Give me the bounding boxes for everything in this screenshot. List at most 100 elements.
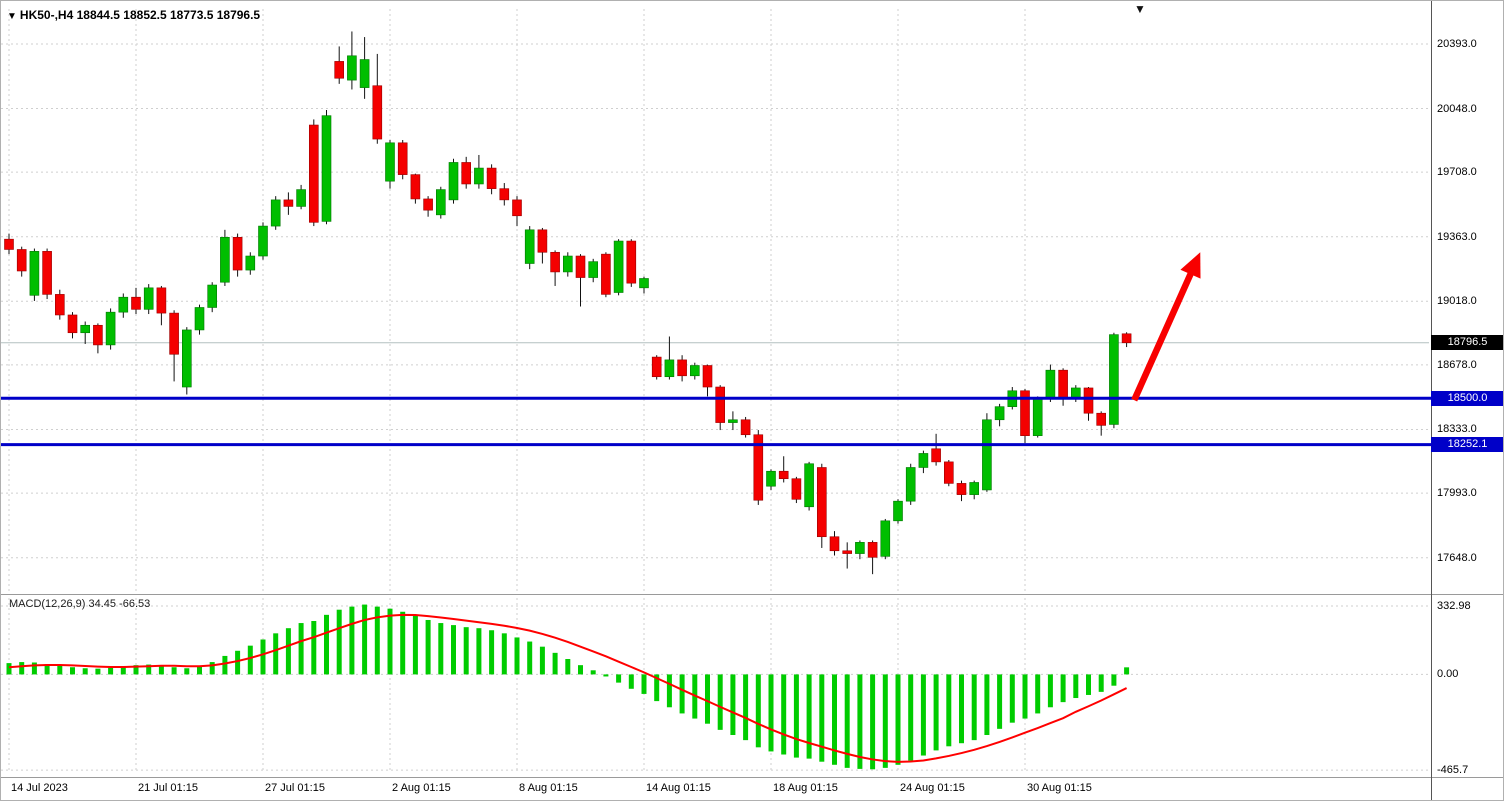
macd-bar bbox=[730, 674, 736, 736]
candle-body bbox=[1071, 387, 1081, 399]
date-tick-label: 14 Aug 01:15 bbox=[646, 782, 711, 794]
candle-body bbox=[956, 483, 967, 495]
macd-bar bbox=[197, 666, 202, 675]
candle-body bbox=[54, 294, 65, 316]
macd-bar bbox=[844, 674, 850, 768]
macd-bar bbox=[285, 628, 291, 675]
macd-bar bbox=[209, 662, 215, 675]
macd-bar bbox=[362, 604, 368, 675]
macd-bar bbox=[70, 667, 75, 675]
candle-body bbox=[4, 238, 14, 250]
macd-bar bbox=[1009, 674, 1015, 723]
candle-body bbox=[42, 251, 52, 295]
macd-bar bbox=[997, 674, 1003, 729]
macd-bar bbox=[1111, 674, 1117, 686]
candle-body bbox=[1109, 334, 1119, 425]
candle-body bbox=[829, 536, 840, 552]
macd-bar bbox=[146, 664, 152, 675]
candle-body bbox=[448, 162, 459, 201]
macd-bar bbox=[400, 611, 406, 675]
price-tick-label: 18333.0 bbox=[1437, 423, 1477, 436]
macd-bar bbox=[489, 630, 495, 675]
macd-bar bbox=[717, 674, 723, 730]
macd-bar bbox=[108, 667, 114, 675]
candle-body bbox=[385, 142, 395, 182]
macd-bar bbox=[908, 674, 914, 761]
date-tick-label: 14 Jul 2023 bbox=[11, 782, 68, 794]
macd-bar bbox=[82, 668, 88, 675]
candle-body bbox=[220, 237, 230, 283]
candle-body bbox=[728, 419, 738, 423]
macd-bar bbox=[6, 663, 12, 675]
macd-bar bbox=[184, 668, 190, 675]
candle-body bbox=[664, 359, 675, 378]
candle-body bbox=[182, 329, 192, 388]
candle-body bbox=[969, 482, 980, 495]
macd-bar bbox=[870, 674, 876, 770]
macd-bar bbox=[1086, 674, 1091, 695]
macd-bar bbox=[171, 667, 177, 675]
price-tick-label: 19363.0 bbox=[1437, 230, 1477, 243]
down-triangle-marker-icon[interactable]: ▼ bbox=[1134, 2, 1146, 16]
macd-bar bbox=[565, 659, 571, 675]
candle-body bbox=[740, 419, 751, 436]
candle-body bbox=[270, 199, 281, 227]
candle-body bbox=[537, 229, 548, 253]
candle-body bbox=[1020, 390, 1030, 436]
macd-bar bbox=[476, 628, 482, 675]
candle-body bbox=[16, 249, 27, 272]
candle-body bbox=[1121, 333, 1132, 344]
macd-bar bbox=[349, 606, 355, 675]
candle-body bbox=[80, 324, 90, 334]
candle-body bbox=[308, 124, 319, 223]
macd-bar bbox=[641, 674, 647, 694]
candle-body bbox=[283, 199, 294, 207]
macd-bar bbox=[743, 674, 749, 741]
macd-bar bbox=[273, 633, 279, 675]
macd-bar bbox=[705, 674, 710, 724]
candle-body bbox=[105, 311, 116, 346]
macd-tick-label: 332.98 bbox=[1437, 600, 1471, 612]
macd-bar bbox=[552, 652, 558, 675]
candle-body bbox=[651, 356, 662, 378]
candle-body bbox=[994, 406, 1005, 421]
candle-body bbox=[194, 307, 205, 331]
macd-bar bbox=[832, 674, 837, 765]
candle-body bbox=[905, 467, 916, 502]
date-tick-label: 30 Aug 01:15 bbox=[1027, 782, 1092, 794]
macd-bar bbox=[946, 674, 952, 747]
date-tick-label: 27 Jul 01:15 bbox=[265, 782, 325, 794]
symbol-ohlc-title: ▼ HK50-,H4 18844.5 18852.5 18773.5 18796.… bbox=[7, 8, 260, 22]
price-tick-label: 20393.0 bbox=[1437, 37, 1477, 50]
grid bbox=[1, 9, 1429, 773]
macd-bar bbox=[298, 623, 304, 675]
candle-body bbox=[359, 59, 370, 88]
macd-bar bbox=[666, 674, 672, 708]
candle-body bbox=[143, 287, 154, 310]
candle-body bbox=[296, 189, 306, 207]
macd-bar bbox=[324, 614, 329, 675]
candle-body bbox=[347, 55, 357, 81]
candle-body bbox=[766, 470, 776, 487]
candle-body bbox=[131, 296, 141, 310]
trend-arrow-shaft[interactable] bbox=[1131, 269, 1196, 402]
candle-body bbox=[804, 463, 814, 508]
macd-bar bbox=[412, 615, 418, 675]
candle-body bbox=[893, 500, 903, 522]
macd-bar bbox=[222, 655, 228, 675]
date-tick-label: 24 Aug 01:15 bbox=[900, 782, 965, 794]
macd-bar bbox=[235, 650, 241, 675]
candle-body bbox=[791, 478, 802, 500]
candle-body bbox=[321, 115, 332, 222]
date-tick-label: 18 Aug 01:15 bbox=[773, 782, 838, 794]
macd-indicator-label: MACD(12,26,9) 34.45 -66.53 bbox=[9, 598, 151, 610]
date-tick-label: 2 Aug 01:15 bbox=[392, 782, 451, 794]
date-tick-label: 21 Jul 01:15 bbox=[138, 782, 198, 794]
macd-bar bbox=[755, 674, 761, 748]
candle-body bbox=[245, 255, 256, 271]
macd-bar bbox=[527, 641, 533, 675]
macd-bar bbox=[501, 633, 507, 675]
current-price-tag: 18796.5 bbox=[1431, 335, 1503, 351]
price-tick-label: 19018.0 bbox=[1437, 295, 1477, 308]
